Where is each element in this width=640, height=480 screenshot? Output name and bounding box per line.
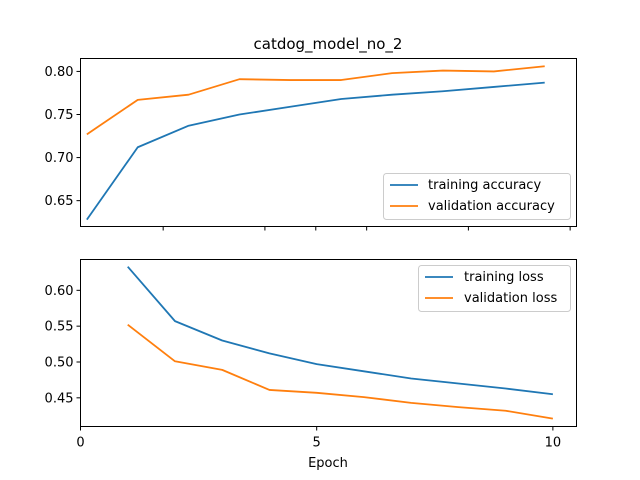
series-line-training-accuracy xyxy=(86,81,545,221)
y-tick-label: 0.70 xyxy=(45,151,74,166)
y-tick-label: 0.65 xyxy=(45,194,74,209)
legend-label-training-loss: training loss xyxy=(464,270,544,285)
loss-axes-frame xyxy=(80,259,577,427)
legend-label-training-accuracy: training accuracy xyxy=(428,178,541,193)
loss-legend: training loss validation loss xyxy=(418,265,571,312)
series-line-validation-loss xyxy=(127,324,554,420)
legend-box xyxy=(383,173,571,220)
legend-box xyxy=(418,265,571,312)
y-tick-label: 0.80 xyxy=(45,65,74,80)
loss-chart: 0.45 0.50 0.55 0.60 0 5 10 Epoch training loss… xyxy=(45,259,577,471)
series-line-training-loss xyxy=(127,266,553,396)
accuracy-series xyxy=(86,65,545,221)
legend-label-validation-loss: validation loss xyxy=(464,291,557,306)
accuracy-legend: training accuracy validation accuracy xyxy=(383,173,571,220)
y-tick-label: 0.45 xyxy=(45,391,74,406)
y-tick-label: 0.55 xyxy=(45,320,74,335)
accuracy-chart: catdog_model_no_2 0.65 0.70 0.75 0.80 train… xyxy=(45,35,577,231)
x-tick-label: 0 xyxy=(76,436,84,451)
series-line-validation-accuracy xyxy=(86,65,545,136)
y-tick-label: 0.60 xyxy=(45,284,74,299)
chart-title: catdog_model_no_2 xyxy=(254,35,403,54)
legend-label-validation-accuracy: validation accuracy xyxy=(428,199,555,214)
x-axis-label: Epoch xyxy=(308,456,348,471)
accuracy-ticks: 0.65 0.70 0.75 0.80 xyxy=(45,65,571,231)
loss-ticks: 0.45 0.50 0.55 0.60 0 5 10 xyxy=(45,284,562,451)
accuracy-axes-frame xyxy=(80,58,577,227)
x-tick-label: 10 xyxy=(545,436,562,451)
loss-series xyxy=(127,266,554,420)
y-tick-label: 0.75 xyxy=(45,108,74,123)
y-tick-label: 0.50 xyxy=(45,355,74,370)
x-tick-label: 5 xyxy=(313,436,321,451)
